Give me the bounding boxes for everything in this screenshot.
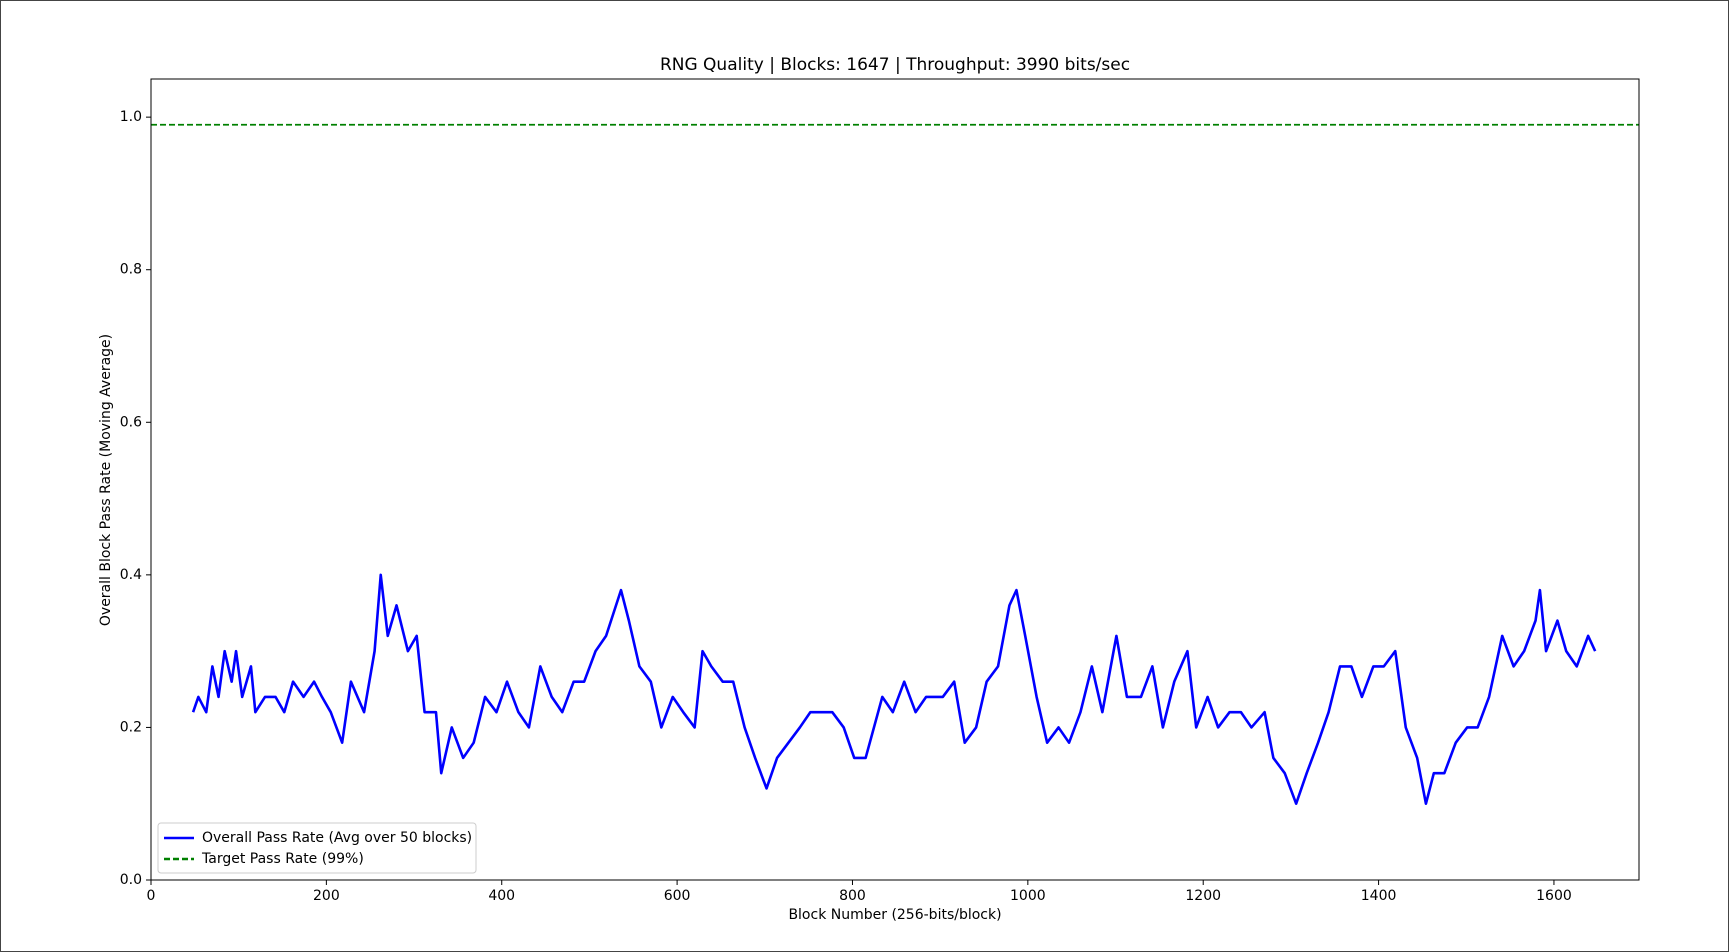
x-tick-label: 1400 — [1361, 888, 1397, 904]
chart-title: RNG Quality | Blocks: 1647 | Throughput:… — [660, 55, 1130, 75]
x-tick-label: 200 — [313, 888, 340, 904]
y-tick-label: 0.2 — [120, 719, 142, 735]
x-tick-label: 400 — [488, 888, 515, 904]
x-tick-label: 1000 — [1010, 888, 1046, 904]
y-tick-label: 0.0 — [120, 872, 142, 888]
x-tick-label: 1200 — [1185, 888, 1221, 904]
x-tick-label: 600 — [664, 888, 691, 904]
legend-label: Target Pass Rate (99%) — [201, 851, 364, 867]
x-tick-label: 800 — [839, 888, 866, 904]
y-tick-label: 1.0 — [120, 109, 142, 125]
x-tick-label: 0 — [147, 888, 156, 904]
legend: Overall Pass Rate (Avg over 50 blocks) Ta… — [157, 822, 477, 874]
x-tick-label: 1600 — [1536, 888, 1572, 904]
x-axis-label: Block Number (256-bits/block) — [788, 907, 1001, 923]
legend-label: Overall Pass Rate (Avg over 50 blocks) — [202, 830, 472, 846]
y-axis-label: Overall Block Pass Rate (Moving Average) — [98, 334, 114, 626]
legend-box — [157, 822, 477, 874]
y-tick-label: 0.4 — [120, 567, 142, 583]
y-tick-label: 0.8 — [120, 262, 142, 278]
plot-frame — [150, 78, 1640, 881]
series-line — [191, 573, 1597, 806]
y-tick-label: 0.6 — [120, 414, 142, 430]
